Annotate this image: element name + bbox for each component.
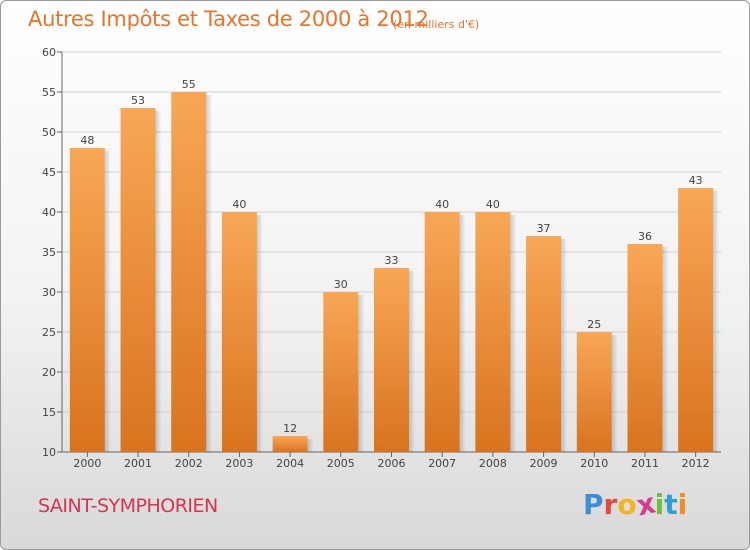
x-tick-label-2005: 2005 bbox=[327, 457, 355, 470]
value-label-2005: 30 bbox=[334, 278, 348, 291]
bar-shadow bbox=[104, 151, 111, 452]
bar-2001 bbox=[120, 108, 156, 452]
x-tick-label-2010: 2010 bbox=[580, 457, 608, 470]
y-tick-label: 40 bbox=[42, 206, 56, 219]
bar-shadow bbox=[256, 215, 263, 452]
bars bbox=[69, 92, 720, 452]
x-tick-label-2004: 2004 bbox=[276, 457, 304, 470]
bar-2000 bbox=[69, 148, 105, 452]
y-tick-label: 60 bbox=[42, 46, 56, 59]
value-label-2000: 48 bbox=[80, 134, 94, 147]
bar-shadow bbox=[155, 111, 162, 452]
value-label-2003: 40 bbox=[232, 198, 246, 211]
x-tick-label-2002: 2002 bbox=[175, 457, 203, 470]
bar-2006 bbox=[374, 268, 409, 452]
y-tick-label: 30 bbox=[42, 286, 56, 299]
bar-2009 bbox=[526, 236, 562, 452]
logo-letter: o bbox=[617, 488, 637, 521]
tick-labels: 10 15 20 25 30 35 40 45 50 55 60 48 2000 53 2001 55 2002… bbox=[42, 46, 710, 470]
value-label-2007: 40 bbox=[435, 198, 449, 211]
logo-letter: i bbox=[654, 488, 665, 521]
bar-2004 bbox=[272, 436, 308, 452]
x-tick-label-2008: 2008 bbox=[479, 457, 507, 470]
y-tick-label: 15 bbox=[42, 406, 56, 419]
y-tick-label: 45 bbox=[42, 166, 56, 179]
bar-shadow bbox=[510, 215, 517, 452]
bar-2002 bbox=[171, 92, 207, 452]
y-tick-label: 25 bbox=[42, 326, 56, 339]
value-label-2012: 43 bbox=[689, 174, 703, 187]
x-tick-label-2011: 2011 bbox=[631, 457, 659, 470]
bar-shadow bbox=[713, 191, 720, 452]
bar-2012 bbox=[678, 188, 714, 452]
chart-title: Autres Impôts et Taxes de 2000 à 2012 bbox=[28, 7, 429, 31]
bar-shadow bbox=[662, 247, 669, 452]
bar-2005 bbox=[323, 292, 359, 452]
y-tick-label: 10 bbox=[42, 446, 56, 459]
value-label-2001: 53 bbox=[131, 94, 145, 107]
logo-letter: t bbox=[664, 488, 678, 521]
bar-shadow bbox=[358, 295, 365, 452]
bar-2008 bbox=[475, 212, 511, 452]
value-label-2002: 55 bbox=[182, 78, 196, 91]
logo-letter: i bbox=[677, 488, 688, 521]
bar-2010 bbox=[576, 332, 612, 452]
value-label-2009: 37 bbox=[537, 222, 551, 235]
bar-2007 bbox=[424, 212, 460, 452]
x-tick-label-2000: 2000 bbox=[73, 457, 101, 470]
y-tick-label: 50 bbox=[42, 126, 56, 139]
value-label-2006: 33 bbox=[385, 254, 399, 267]
y-tick-label: 55 bbox=[42, 86, 56, 99]
bar-shadow bbox=[206, 95, 213, 452]
chart-subtitle: (en milliers d'€) bbox=[393, 18, 480, 31]
logo-letter: P bbox=[583, 488, 604, 521]
x-tick-label-2007: 2007 bbox=[428, 457, 456, 470]
x-tick-label-2012: 2012 bbox=[682, 457, 710, 470]
y-tick-label: 35 bbox=[42, 246, 56, 259]
bar-shadow bbox=[408, 271, 415, 452]
logo-letter: r bbox=[603, 488, 618, 521]
x-tick-label-2006: 2006 bbox=[378, 457, 406, 470]
value-label-2008: 40 bbox=[486, 198, 500, 211]
y-tick-label: 20 bbox=[42, 366, 56, 379]
bar-2011 bbox=[627, 244, 663, 452]
x-tick-label-2009: 2009 bbox=[530, 457, 558, 470]
bar-shadow bbox=[307, 439, 314, 452]
bar-shadow bbox=[459, 215, 466, 452]
x-tick-label-2003: 2003 bbox=[225, 457, 253, 470]
bar-shadow bbox=[611, 335, 618, 452]
value-label-2011: 36 bbox=[638, 230, 652, 243]
value-label-2010: 25 bbox=[587, 318, 601, 331]
location-name: SAINT-SYMPHORIEN bbox=[38, 495, 218, 517]
bar-shadow bbox=[561, 239, 568, 452]
bar-2003 bbox=[221, 212, 257, 452]
x-tick-label-2001: 2001 bbox=[124, 457, 152, 470]
value-label-2004: 12 bbox=[283, 422, 297, 435]
proxiti-logo: Proxiti bbox=[583, 486, 688, 522]
